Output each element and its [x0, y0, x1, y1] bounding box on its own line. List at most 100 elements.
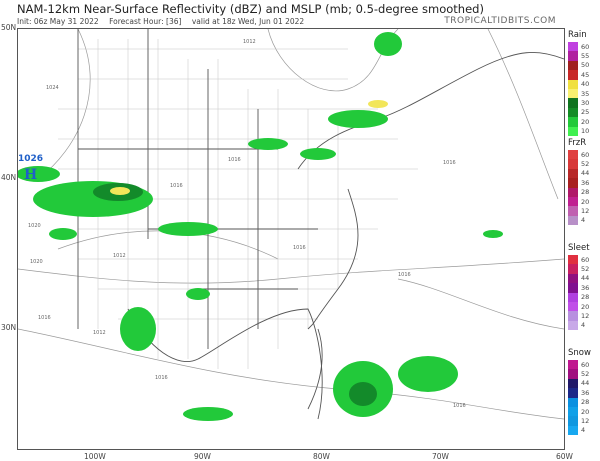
legend-label: 52: [581, 370, 590, 379]
lon-label: 90W: [194, 452, 211, 461]
legend-label: 60: [581, 150, 590, 159]
legend-entry: 36: [568, 388, 600, 398]
legend-entry: 36: [568, 178, 600, 188]
legend-swatch: [568, 206, 578, 216]
legend-label: 35: [581, 89, 590, 98]
legend-swatch: [568, 397, 578, 407]
legend-swatch: [568, 79, 578, 89]
legend-entry: 28: [568, 187, 600, 197]
legend-entry: 50: [568, 60, 600, 71]
legend-label: 36: [581, 178, 590, 187]
legend-swatch: [568, 215, 578, 226]
legend-label: 52: [581, 265, 590, 274]
legend-entry: 45: [568, 70, 600, 80]
legend-label: 44: [581, 169, 590, 178]
legend-entry: 20: [568, 406, 600, 417]
legend-entry: 44: [568, 273, 600, 284]
legend-swatch: [568, 264, 578, 274]
legend-label: 40: [581, 80, 590, 89]
isobar-label: 1016: [453, 403, 466, 409]
legend-swatch: [568, 292, 578, 302]
state-borders: [77, 29, 565, 420]
isobar-label: 1016: [293, 245, 306, 251]
lat-label: 50N: [1, 23, 17, 32]
isobar-label: 1016: [38, 315, 51, 321]
legend-swatch: [568, 159, 578, 169]
legend-entry: 35: [568, 88, 600, 99]
lon-label: 80W: [313, 452, 330, 461]
legend-swatch: [568, 150, 578, 160]
legend-label: 30: [581, 99, 590, 108]
isobar-label: 1020: [30, 259, 43, 265]
legend-entry: 4: [568, 320, 600, 331]
legend-swatch: [568, 416, 578, 426]
isobar-label: 1016: [443, 160, 456, 166]
legend-title: Snow: [568, 348, 591, 358]
legend-entry: 60: [568, 255, 600, 265]
legend-label: 44: [581, 379, 590, 388]
legend-swatch: [568, 196, 578, 207]
legend-label: 4: [581, 426, 586, 435]
legend-title: Rain: [568, 30, 587, 40]
legend-entry: 28: [568, 397, 600, 407]
legend-entry: 12: [568, 311, 600, 321]
brand-watermark: TROPICALTIDBITS.COM: [444, 16, 556, 26]
map-subtitle: Init: 06z May 31 2022 Forecast Hour: [36…: [17, 17, 312, 26]
legend-swatch: [568, 360, 578, 370]
legend-label: 20: [581, 302, 590, 311]
legend-entry: 44: [568, 168, 600, 179]
legend-entry: 60: [568, 150, 600, 160]
legend-swatch: [568, 388, 578, 398]
legend-swatch: [568, 42, 578, 52]
legend-label: 45: [581, 70, 590, 79]
high-pressure-symbol: H: [24, 167, 37, 183]
legend-rain: Rain 60 55 50 45 40 35 30 25 20 10: [568, 30, 600, 136]
legend-label: 55: [581, 52, 590, 61]
lon-label: 60W: [556, 452, 573, 461]
legend-entry: 12: [568, 416, 600, 426]
legend-label: 28: [581, 398, 590, 407]
legend-title: Sleet: [568, 243, 590, 253]
reflectivity-echoes: [16, 32, 503, 421]
reflectivity-map: 1026 H 1012 1016 1020 1024 1016 1012 101…: [16, 28, 565, 450]
legend-label: 36: [581, 388, 590, 397]
lon-label: 70W: [432, 452, 449, 461]
legend-swatch: [568, 178, 578, 188]
legend-label: 20: [581, 197, 590, 206]
isobar-label: 1016: [398, 272, 411, 278]
legend-swatch: [568, 311, 578, 321]
legend-snow: Snow 60 52 44 36 28 20 12 4: [568, 348, 600, 436]
legend-entry: 12: [568, 206, 600, 216]
isobar-label: 1024: [46, 85, 59, 91]
legend-label: 20: [581, 407, 590, 416]
legend-label: 12: [581, 312, 590, 321]
isobars: [17, 28, 565, 420]
legend-label: 20: [581, 117, 590, 126]
legend-label: 60: [581, 42, 590, 51]
isobar-label: 1012: [93, 330, 106, 336]
legend-entry: 52: [568, 264, 600, 274]
legend-label: 60: [581, 255, 590, 264]
legend-swatch: [568, 51, 578, 61]
legend-label: 4: [581, 216, 586, 225]
isobar-label: 1016: [170, 183, 183, 189]
map-title: NAM-12km Near-Surface Reflectivity (dBZ)…: [17, 2, 484, 16]
legend-entry: 20: [568, 117, 600, 127]
legend-swatch: [568, 107, 578, 118]
legend-entry: 25: [568, 107, 600, 118]
legend-entry: 20: [568, 301, 600, 312]
init-time: Init: 06z May 31 2022: [17, 17, 99, 26]
legend-entry: 36: [568, 283, 600, 293]
legend-entry: 28: [568, 292, 600, 302]
legend-swatch: [568, 70, 578, 80]
legend-label: 50: [581, 61, 590, 70]
legend-label: 52: [581, 160, 590, 169]
legend-swatch: [568, 369, 578, 379]
legend-entry: 55: [568, 51, 600, 61]
legend-swatch: [568, 320, 578, 331]
legend-swatch: [568, 88, 578, 99]
lat-label: 30N: [1, 323, 17, 332]
legend-entry: 60: [568, 360, 600, 370]
high-pressure-value: 1026: [18, 154, 43, 164]
isobar-label: 1012: [113, 253, 126, 259]
